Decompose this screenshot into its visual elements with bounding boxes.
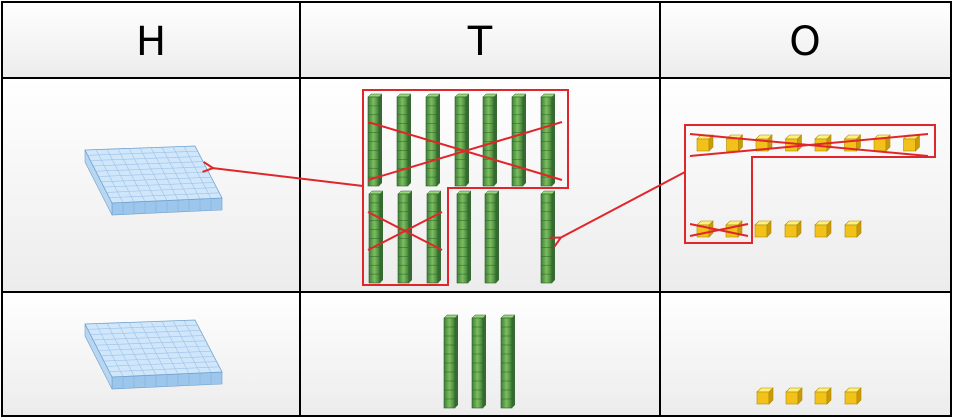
one-cube bbox=[844, 220, 862, 238]
flat-grid bbox=[98, 171, 209, 177]
ten-rod bbox=[367, 93, 383, 187]
rod-side bbox=[408, 94, 411, 186]
ten-rod bbox=[540, 190, 556, 284]
ten-rod bbox=[426, 190, 442, 284]
one-cube bbox=[754, 220, 772, 238]
blocks bbox=[84, 93, 920, 409]
ten-rod bbox=[540, 93, 556, 187]
ten-rod bbox=[397, 190, 413, 284]
flat-grid bbox=[172, 320, 201, 374]
hundred-flat bbox=[84, 319, 223, 390]
flat-grid bbox=[183, 320, 212, 373]
ten-rod bbox=[482, 93, 498, 187]
rod-side bbox=[455, 315, 458, 408]
flat-grid bbox=[103, 356, 214, 362]
ten-rod bbox=[443, 314, 459, 409]
header-o: O bbox=[789, 19, 820, 65]
one-cube bbox=[756, 387, 774, 405]
regroup-marks bbox=[212, 89, 936, 286]
one-cube bbox=[814, 220, 832, 238]
rod-side bbox=[409, 191, 412, 283]
rod-side bbox=[552, 94, 555, 186]
flat-grid bbox=[172, 146, 201, 200]
rod-side bbox=[466, 94, 469, 186]
rod-side bbox=[523, 94, 526, 186]
ten-rod bbox=[456, 190, 472, 284]
one-cube bbox=[903, 134, 920, 152]
flat-grid bbox=[109, 192, 220, 198]
rod-side bbox=[494, 94, 497, 186]
flat-grid bbox=[109, 366, 220, 372]
flat-grid bbox=[106, 187, 217, 193]
rod-side bbox=[552, 191, 555, 283]
ten-rod bbox=[500, 314, 516, 409]
header-h: H bbox=[136, 19, 166, 65]
flat-grid bbox=[150, 321, 179, 375]
ten-rod bbox=[484, 190, 500, 284]
one-cube bbox=[696, 134, 714, 152]
rod-side bbox=[380, 191, 383, 283]
one-cube bbox=[785, 387, 803, 405]
flat-grid bbox=[150, 147, 179, 201]
ten-rod bbox=[471, 314, 487, 409]
one-cube bbox=[784, 220, 802, 238]
rod-side bbox=[512, 315, 515, 408]
flat-grid bbox=[103, 182, 214, 188]
flat-grid bbox=[161, 147, 190, 200]
ten-rod bbox=[396, 93, 412, 187]
flat-grid bbox=[101, 176, 212, 183]
ten-rod bbox=[368, 190, 384, 284]
flat-grid bbox=[183, 146, 212, 199]
hundred-flat bbox=[84, 145, 223, 216]
rod-side bbox=[379, 94, 382, 186]
flat-grid bbox=[161, 321, 190, 374]
ten-rod bbox=[454, 93, 470, 187]
flat-grid bbox=[106, 361, 217, 367]
one-cube bbox=[814, 387, 832, 405]
rod-side bbox=[468, 191, 471, 283]
flat-grid bbox=[98, 345, 209, 351]
rod-side bbox=[438, 191, 441, 283]
rod-side bbox=[483, 315, 486, 408]
one-cube bbox=[844, 387, 862, 405]
rod-side bbox=[496, 191, 499, 283]
header-t: T bbox=[467, 19, 493, 65]
rod-side bbox=[437, 94, 440, 186]
flat-grid bbox=[101, 350, 212, 357]
ten-rod bbox=[511, 93, 527, 187]
